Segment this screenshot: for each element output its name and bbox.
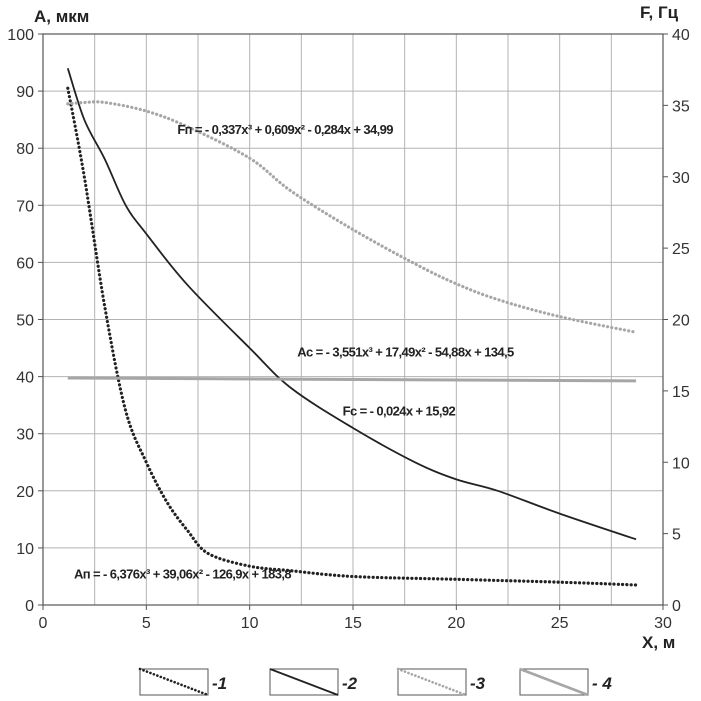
y-right-tick-label: 30	[672, 170, 690, 187]
y-left-tick-label: 30	[16, 427, 34, 444]
y-left-tick-label: 80	[16, 141, 34, 158]
y-left-tick-label: 90	[16, 84, 34, 101]
x-tick-label: 30	[654, 615, 672, 632]
y-right-axis-label: F, Гц	[640, 3, 679, 22]
legend-label: -2	[342, 674, 358, 693]
x-tick-label: 25	[551, 615, 569, 632]
legend-label: -3	[470, 674, 486, 693]
y-left-tick-label: 100	[7, 27, 34, 44]
legend: -1 -2 -3 - 4	[138, 667, 612, 697]
y-right-tick-label: 15	[672, 384, 690, 401]
legend-swatch-line	[519, 667, 589, 697]
y-right-tick-label: 10	[672, 455, 690, 472]
y-right-tick-label: 20	[672, 313, 690, 330]
legend-swatch-line	[396, 667, 468, 697]
tick-labels: 0 5 10 15 20 25 300102030405060708090100051015…	[7, 27, 690, 632]
series-line-4	[67, 376, 637, 383]
legend-label: - 4	[592, 674, 612, 693]
y-right-tick-label: 5	[672, 527, 681, 544]
y-right-tick-label: 25	[672, 241, 690, 258]
y-left-axis-label: A, мкм	[34, 7, 89, 26]
y-left-tick-label: 10	[16, 541, 34, 558]
equation-annotation: Fc = - 0,024x + 15,92	[343, 403, 456, 418]
x-tick-label: 5	[142, 615, 151, 632]
annotations: Fп = - 0,337x³ + 0,609x² - 0,284x + 34,9…	[74, 122, 515, 582]
equation-annotation: Fп = - 0,337x³ + 0,609x² - 0,284x + 34,9…	[177, 122, 393, 137]
x-tick-label: 0	[39, 615, 48, 632]
y-left-tick-label: 70	[16, 198, 34, 215]
series-line-2	[66, 68, 637, 541]
y-left-tick-label: 0	[25, 598, 34, 615]
legend-swatch-line	[269, 668, 339, 696]
x-tick-label: 15	[344, 615, 362, 632]
equation-annotation: Ac = - 3,551x³ + 17,49x² - 54,88x + 134,…	[297, 345, 514, 360]
x-tick-label: 10	[241, 615, 259, 632]
grid	[43, 34, 663, 605]
y-right-tick-label: 40	[672, 27, 690, 44]
y-left-tick-label: 20	[16, 484, 34, 501]
series-line-3	[66, 100, 638, 334]
legend-swatch-line	[138, 667, 210, 697]
series-lines	[66, 68, 638, 587]
y-left-tick-label: 60	[16, 255, 34, 272]
equation-annotation: Aп = - 6,376x³ + 39,06x² - 126,9x + 183,…	[74, 567, 291, 582]
y-left-tick-label: 40	[16, 370, 34, 387]
x-tick-label: 20	[447, 615, 465, 632]
y-right-tick-label: 0	[672, 598, 681, 615]
y-right-tick-label: 35	[672, 98, 690, 115]
x-axis-label: X, м	[642, 633, 675, 652]
y-left-tick-label: 50	[16, 313, 34, 330]
legend-label: -1	[212, 674, 227, 693]
axes	[38, 33, 668, 610]
series-line-1	[66, 86, 638, 587]
